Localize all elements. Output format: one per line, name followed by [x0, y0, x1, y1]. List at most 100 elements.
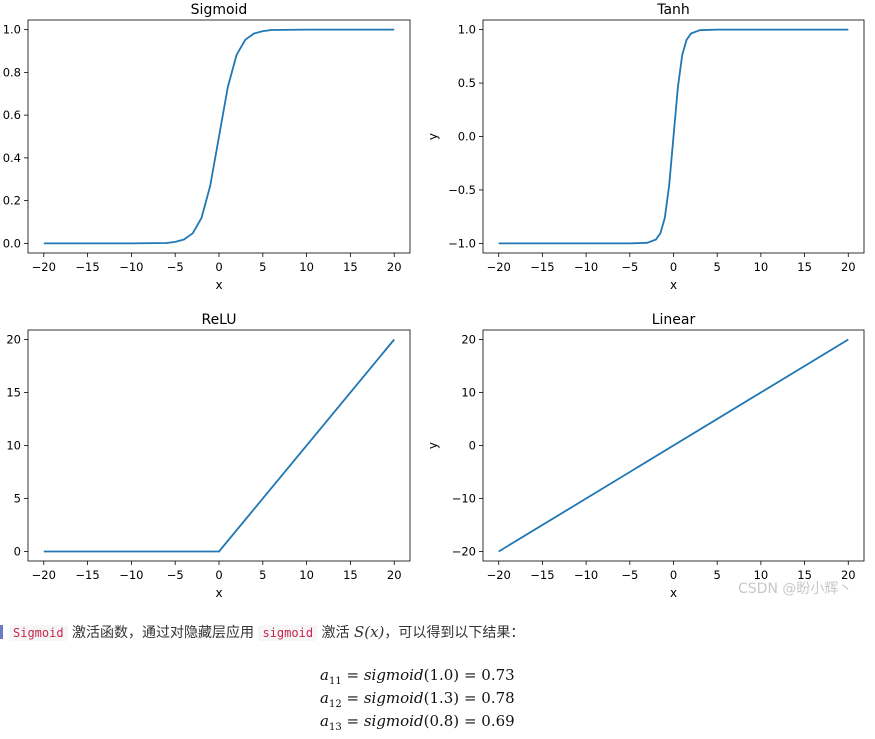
y-tick-label: 0.5 — [458, 76, 476, 90]
x-tick-label: −10 — [574, 568, 598, 582]
x-tick-label: 5 — [714, 568, 721, 582]
x-tick-label: 10 — [754, 568, 769, 582]
y-tick-label: −0.5 — [448, 183, 476, 197]
y-tick-label: 1.0 — [458, 23, 476, 37]
x-axis-label: x — [670, 586, 677, 600]
series-line — [43, 338, 395, 553]
activation-function-charts: Sigmoid −20 −15 −10 −5 0 5 10 15 20 0.0 0.2 0.4 0.6 0.… — [3, 2, 865, 600]
y-tick-label: 0 — [469, 439, 476, 453]
y-tick-label: 0.0 — [458, 130, 476, 144]
eq-equals: = — [346, 689, 360, 707]
x-tick-label: −5 — [167, 260, 184, 274]
x-tick-label: 15 — [797, 260, 812, 274]
chart-title: Linear — [652, 312, 696, 328]
eq-equals: = — [346, 666, 360, 684]
x-tick-label: 5 — [259, 568, 266, 582]
eq-fn: sigmoid — [363, 666, 424, 684]
eq-arg: (1.0) — [423, 666, 460, 684]
math-s-of-x: S(x) — [353, 623, 385, 641]
y-axis-label: y — [426, 442, 440, 449]
x-tick-label: 0 — [670, 260, 677, 274]
series-line — [43, 28, 395, 245]
x-tick-label: −20 — [32, 260, 56, 274]
code-sigmoid-2: sigmoid — [258, 625, 318, 641]
x-tick-label: 15 — [343, 568, 358, 582]
text-part-1: 激活函数，通过对隐藏层应用 — [72, 625, 255, 641]
quote-bar — [0, 625, 3, 639]
eq-result: = 0.73 — [463, 666, 515, 684]
text-part-3: ，可以得到以下结果： — [384, 625, 525, 641]
eq-sub: 13 — [328, 722, 342, 733]
x-tick-label: 5 — [259, 260, 266, 274]
x-tick-label: −5 — [621, 260, 638, 274]
x-tick-label: −10 — [119, 260, 143, 274]
x-tick-label: 15 — [797, 568, 812, 582]
equations: a11 = sigmoid(1.0) = 0.73 a12 = sigmoid(… — [320, 664, 560, 733]
code-sigmoid-1: Sigmoid — [9, 625, 68, 641]
y-tick-label: 15 — [6, 386, 21, 400]
eq-result: = 0.69 — [463, 712, 515, 730]
x-tick-label: 5 — [714, 260, 721, 274]
x-tick-label: −20 — [487, 260, 511, 274]
eq-arg: (0.8) — [423, 712, 460, 730]
y-axis-label: y — [426, 133, 440, 140]
y-tick-label: 0 — [14, 544, 21, 558]
eq-fn: sigmoid — [363, 689, 424, 707]
x-tick-label: −20 — [487, 568, 511, 582]
x-tick-label: −15 — [530, 568, 554, 582]
eq-equals: = — [346, 712, 360, 730]
x-tick-label: 20 — [387, 260, 402, 274]
series-line — [498, 28, 849, 245]
eq-var: a — [320, 712, 329, 730]
equation-row: a11 = sigmoid(1.0) = 0.73 — [320, 664, 560, 687]
y-tick-label: 20 — [6, 333, 21, 347]
plot-frame — [27, 329, 411, 562]
y-tick-label: 0.4 — [3, 151, 21, 165]
y-tick-label: 1.0 — [3, 23, 21, 37]
y-tick-label: 0.6 — [3, 108, 21, 122]
x-axis-label: x — [215, 278, 222, 292]
x-tick-label: −15 — [530, 260, 554, 274]
x-tick-label: 20 — [841, 260, 856, 274]
watermark: CSDN @盼小辉丶 — [738, 581, 853, 597]
body-text: Sigmoid 激活函数，通过对隐藏层应用 sigmoid 激活 S(x)，可以… — [0, 622, 524, 642]
eq-var: a — [320, 666, 329, 684]
series-line — [498, 338, 849, 553]
equation-row: a13 = sigmoid(0.8) = 0.69 — [320, 710, 560, 733]
x-tick-label: 10 — [299, 260, 314, 274]
chart-title: Sigmoid — [191, 2, 248, 18]
eq-var: a — [320, 689, 329, 707]
y-tick-label: 0.0 — [3, 236, 21, 250]
x-tick-label: −5 — [167, 568, 184, 582]
x-tick-label: 0 — [215, 260, 222, 274]
eq-result: = 0.78 — [463, 689, 515, 707]
x-tick-label: 0 — [670, 568, 677, 582]
x-tick-label: −5 — [621, 568, 638, 582]
x-tick-label: −20 — [32, 568, 56, 582]
equation-row: a12 = sigmoid(1.3) = 0.78 — [320, 687, 560, 710]
x-tick-label: 10 — [299, 568, 314, 582]
x-axis-label: x — [215, 586, 222, 600]
x-tick-label: −15 — [75, 260, 99, 274]
x-tick-label: 20 — [387, 568, 402, 582]
x-tick-label: −10 — [574, 260, 598, 274]
eq-sub: 11 — [328, 676, 342, 687]
eq-sub: 12 — [328, 699, 342, 710]
y-tick-label: 0.8 — [3, 65, 21, 79]
y-tick-label: 0.2 — [3, 194, 21, 208]
y-tick-label: 10 — [6, 439, 21, 453]
eq-arg: (1.3) — [423, 689, 460, 707]
eq-fn: sigmoid — [363, 712, 424, 730]
y-tick-label: 10 — [461, 386, 476, 400]
x-axis-label: x — [670, 278, 677, 292]
text-part-2: 激活 — [321, 625, 350, 641]
y-tick-label: −1.0 — [448, 236, 476, 250]
x-tick-label: 0 — [215, 568, 222, 582]
x-tick-label: 10 — [754, 260, 769, 274]
x-tick-label: 20 — [841, 568, 856, 582]
y-tick-label: −20 — [452, 544, 476, 558]
chart-title: ReLU — [201, 312, 236, 328]
chart-title: Tanh — [656, 2, 690, 18]
y-tick-label: 5 — [14, 491, 21, 505]
x-tick-label: −10 — [119, 568, 143, 582]
